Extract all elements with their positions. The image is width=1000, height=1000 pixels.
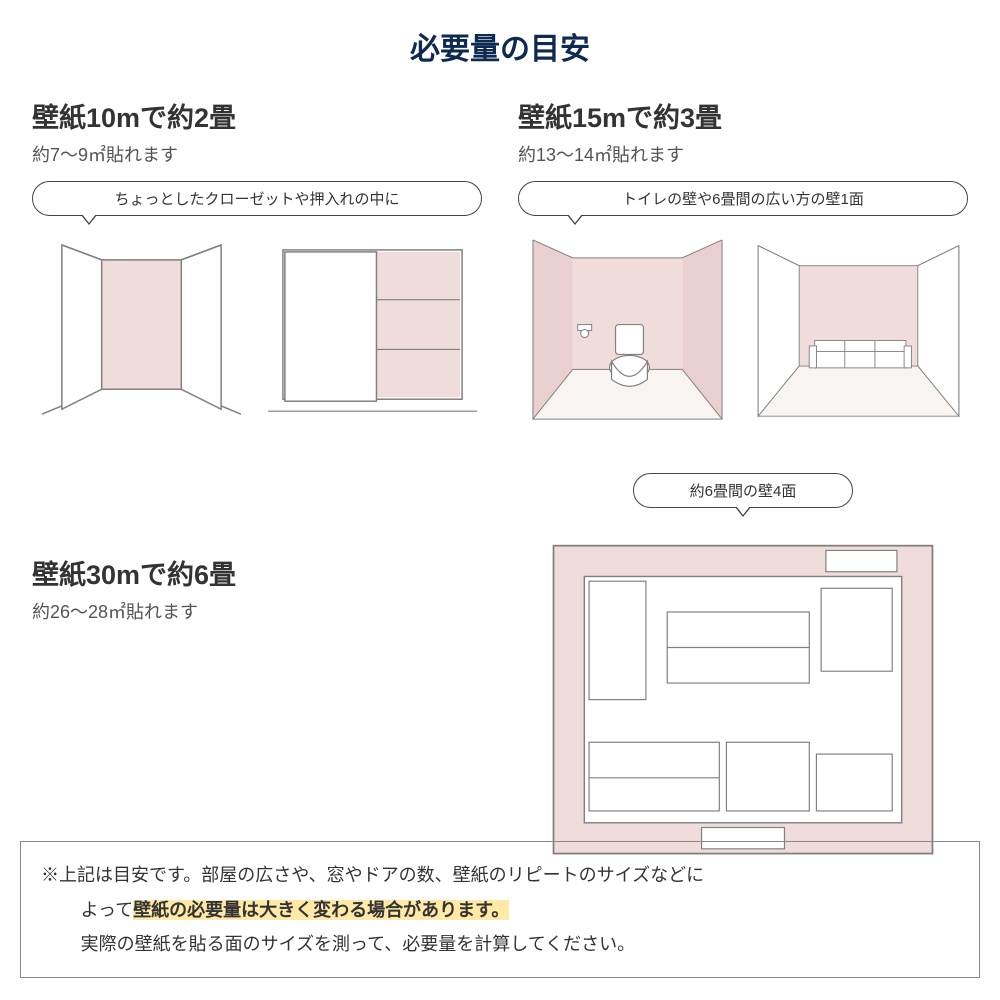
section-30m-sub: 約26〜28㎡貼れます — [32, 598, 482, 624]
disclaimer-box: ※上記は目安です。部屋の広さや、窓やドアの数、壁紙のリピートのサイズなどに よっ… — [20, 841, 980, 978]
disclaimer-line3: 実際の壁紙を貼る面のサイズを測って、必要量を計算してください。 — [41, 927, 959, 961]
section-30m-title: 壁紙30mで約6畳 — [32, 553, 482, 592]
section-15m-title: 壁紙15mで約3畳 — [518, 96, 968, 135]
layout-grid: 壁紙10mで約2畳 約7〜9㎡貼れます ちょっとしたクローゼットや押入れの中に … — [0, 96, 1000, 914]
disclaimer-line1: ※上記は目安です。部屋の広さや、窓やドアの数、壁紙のリピートのサイズなどに — [41, 858, 959, 892]
section-10m: 壁紙10mで約2畳 約7〜9㎡貼れます ちょっとしたクローゼットや押入れの中に — [32, 96, 482, 429]
section-15m: 壁紙15mで約3畳 約13〜14㎡貼れます トイレの壁や6畳間の広い方の壁1面 — [518, 96, 968, 429]
disclaimer-line2: よって壁紙の必要量は大きく変わる場合があります。 — [41, 893, 959, 927]
section-30m: 壁紙30mで約6畳 約26〜28㎡貼れます — [32, 553, 482, 638]
illus-closet-sliding — [263, 230, 482, 419]
section-10m-sub: 約7〜9㎡貼れます — [32, 141, 482, 167]
illus-living-accent-wall — [749, 230, 968, 429]
section-10m-bubble: ちょっとしたクローゼットや押入れの中に — [32, 181, 482, 216]
section-15m-sub: 約13〜14㎡貼れます — [518, 141, 968, 167]
disclaimer-highlight: 壁紙の必要量は大きく変わる場合があります。 — [133, 900, 509, 920]
illus-room-plan-6tatami — [518, 522, 968, 889]
section-15m-illustrations — [518, 230, 968, 429]
disclaimer-line2-pre: よって — [81, 900, 134, 920]
section-10m-illustrations — [32, 230, 482, 419]
section-15m-bubble: トイレの壁や6畳間の広い方の壁1面 — [518, 181, 968, 216]
section-10m-title: 壁紙10mで約2畳 — [32, 96, 482, 135]
section-30m-plan: 約6畳間の壁4面 — [518, 473, 968, 894]
illus-closet-open — [32, 230, 251, 419]
section-30m-bubble: 約6畳間の壁4面 — [633, 473, 853, 508]
page-title: 必要量の目安 — [0, 0, 1000, 96]
illus-toilet-room — [518, 230, 737, 429]
